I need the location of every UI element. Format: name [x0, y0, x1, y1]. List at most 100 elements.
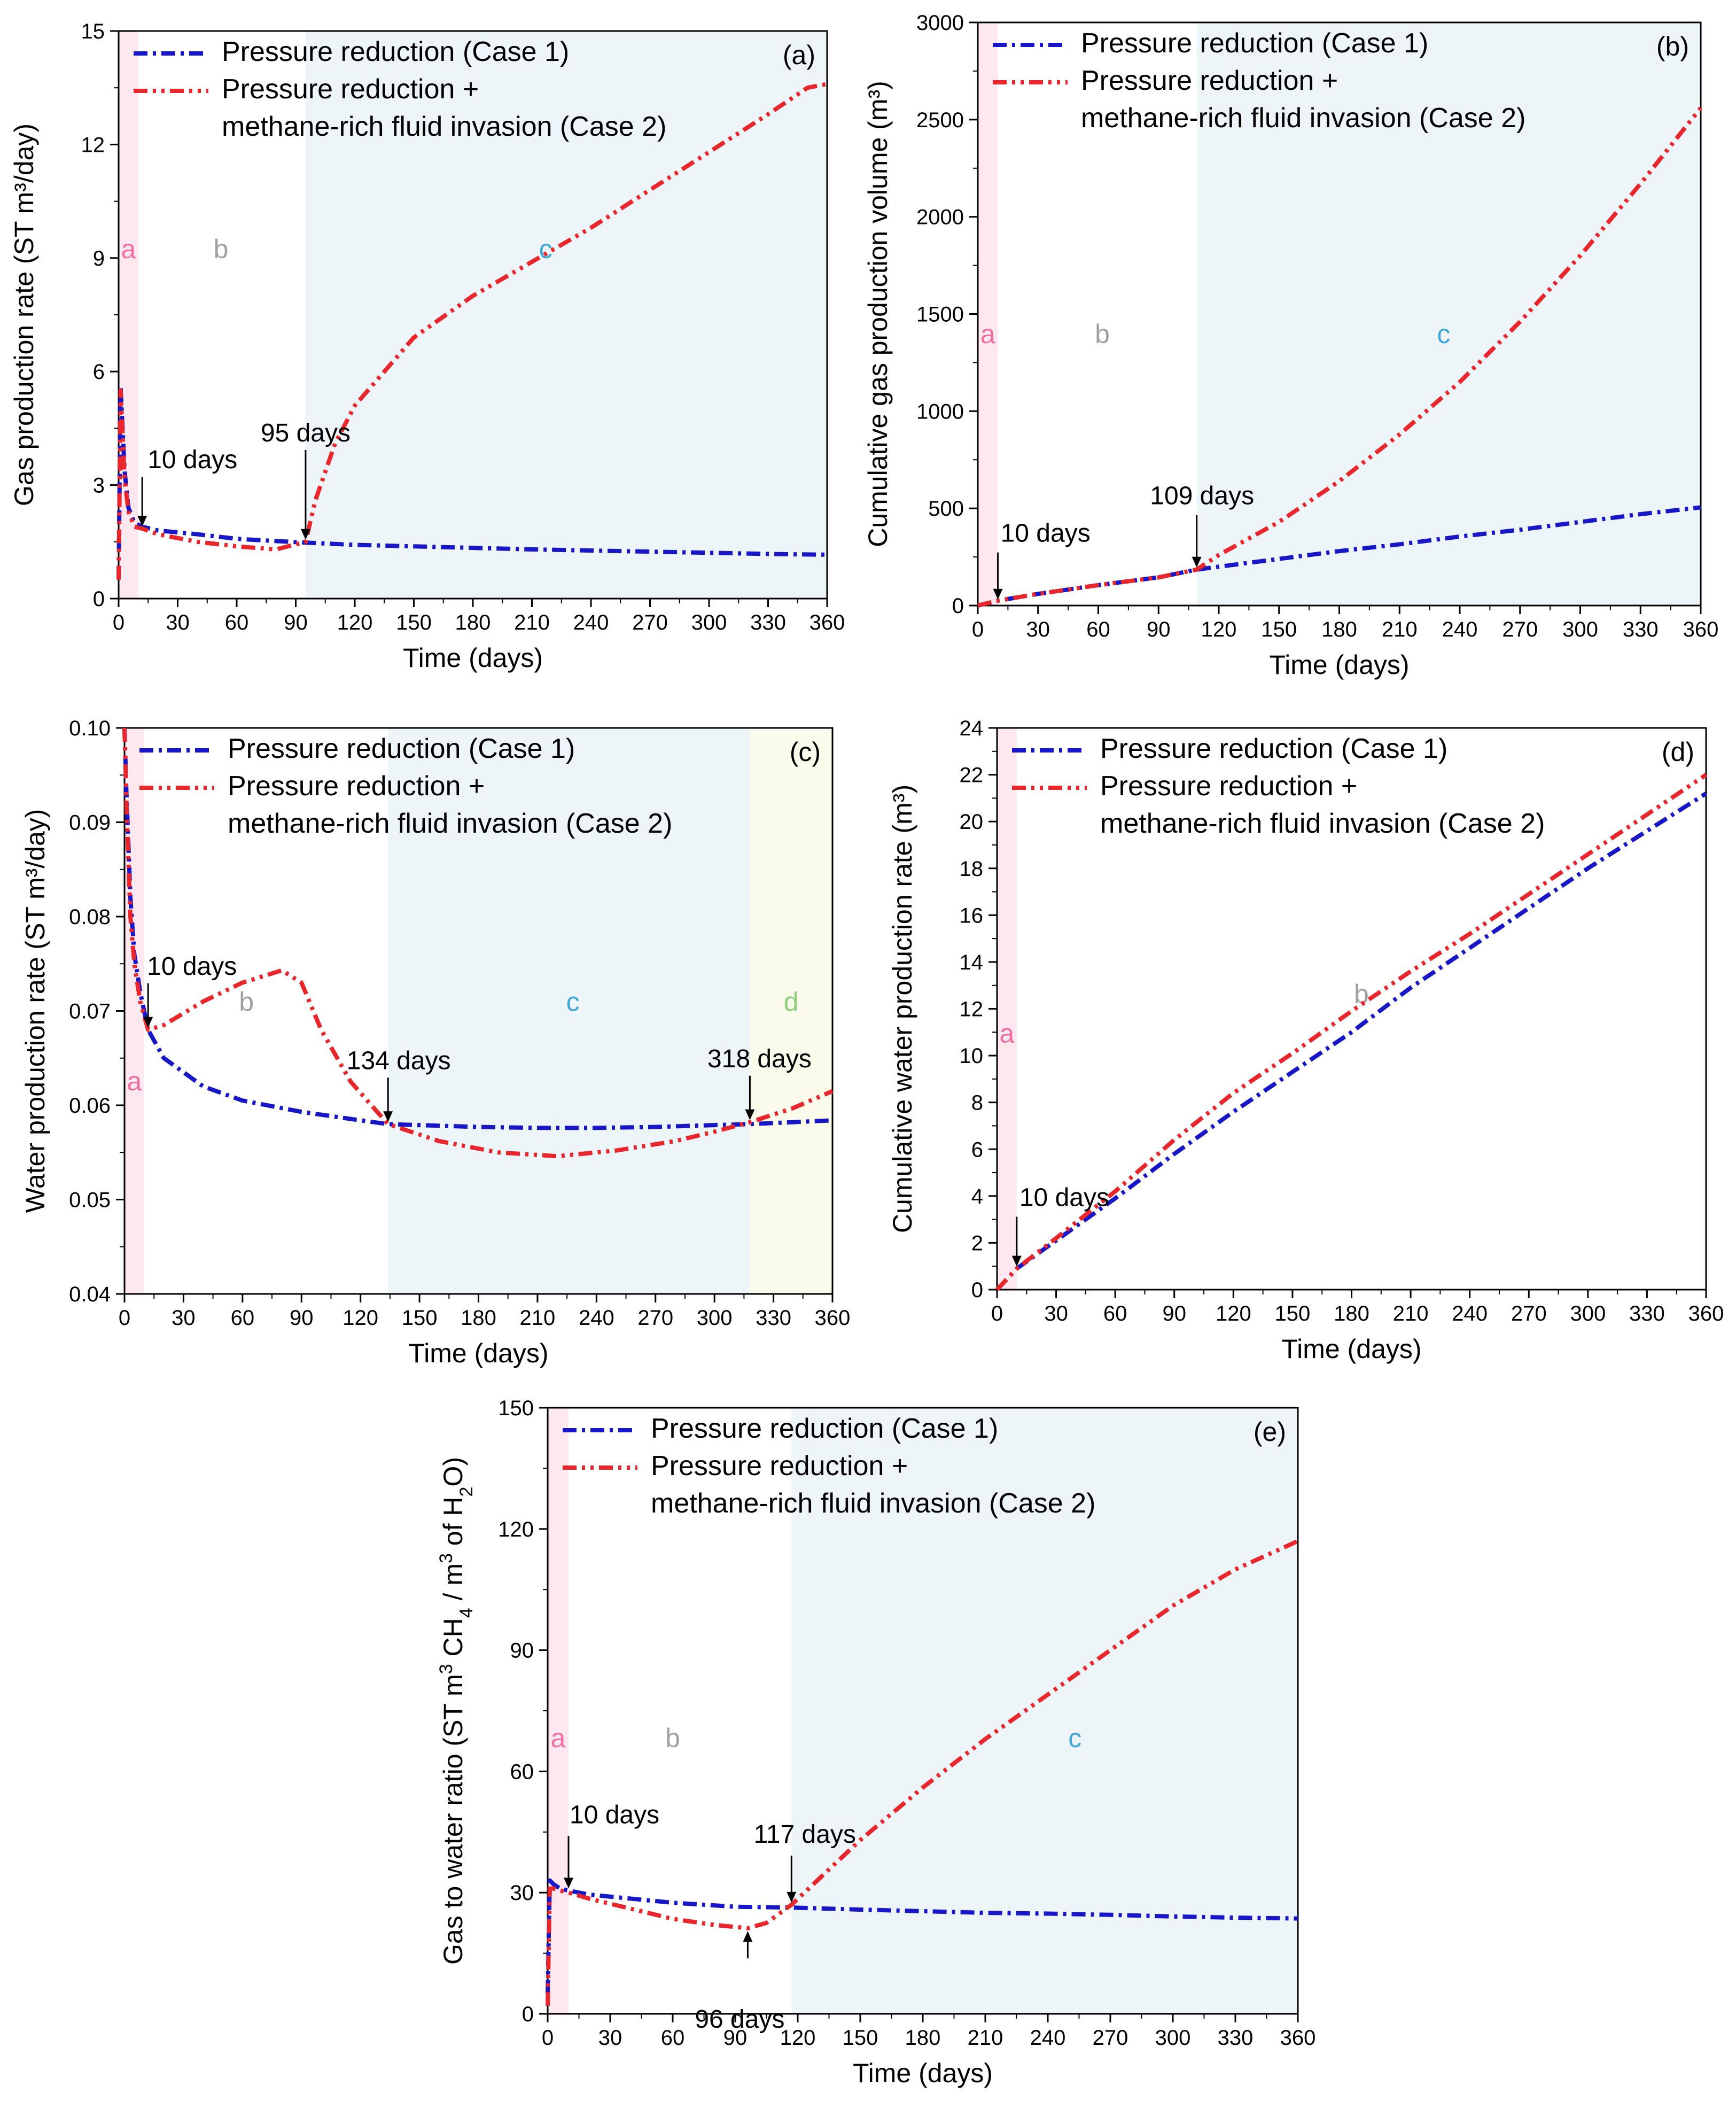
- x-tick-label: 180: [1334, 1302, 1369, 1325]
- y-tick-label: 90: [510, 1639, 534, 1663]
- x-tick-label: 0: [113, 611, 124, 634]
- x-tick-label: 180: [905, 2026, 941, 2050]
- panel-e: a b c0 30 60 90 120 150 180 210 240 270 300 330 360030…: [436, 1397, 1315, 2088]
- x-tick-label: 60: [1086, 618, 1110, 641]
- x-tick-label: 210: [1393, 1302, 1429, 1325]
- series-case1-line: [995, 792, 1708, 1291]
- x-tick-label: 330: [756, 1306, 791, 1330]
- region-c-label: c: [539, 234, 552, 264]
- region-b-label: b: [214, 234, 229, 264]
- annotation-arrow-head: [1011, 1255, 1022, 1267]
- series-case2-line: [546, 1539, 1299, 2006]
- x-tick-label: 240: [579, 1306, 614, 1330]
- legend: Pressure reduction (Case 1) Pressure redu…: [139, 733, 672, 839]
- y-tick-label: 500: [928, 497, 964, 521]
- x-tick-label: 30: [166, 611, 190, 634]
- annotation-arrow-head: [745, 1109, 755, 1120]
- y-axis-label-part: of H: [438, 1496, 468, 1553]
- y-axis-label-subscript: 4: [456, 1608, 477, 1618]
- x-tick-label: 180: [1321, 618, 1357, 641]
- y-tick-label: 0: [93, 587, 105, 611]
- panel-label: (a): [783, 40, 815, 70]
- y-tick-label: 30: [510, 1881, 534, 1905]
- region-a-label: a: [980, 319, 995, 349]
- y-tick-label: 18: [960, 857, 984, 881]
- x-axis-label: Time (days): [403, 643, 543, 673]
- y-axis-label-subscript: 2: [456, 1487, 477, 1497]
- x-tick-label: 90: [284, 611, 308, 634]
- x-tick-label: 0: [119, 1306, 130, 1330]
- region-c-shade: [388, 728, 750, 1294]
- x-tick-label: 90: [1147, 618, 1171, 641]
- x-tick-label: 30: [172, 1306, 196, 1330]
- y-axis-label-subscript: 3: [436, 1664, 456, 1674]
- y-axis-label-part: O): [438, 1457, 468, 1487]
- legend: Pressure reduction (Case 1) Pressure redu…: [563, 1413, 1095, 1519]
- x-tick-label: 60: [661, 2026, 685, 2050]
- region-d-shade: [750, 728, 832, 1294]
- y-tick-label: 0: [522, 2003, 534, 2026]
- y-tick-label: 0: [952, 594, 964, 618]
- region-a-label: a: [127, 1066, 142, 1096]
- y-tick-label: 0.09: [69, 811, 111, 835]
- y-tick-label: 0: [971, 1278, 983, 1302]
- panel-d: ab0 30 60 90 120 150 180 210 240 270 300 330 3600246…: [888, 717, 1724, 1364]
- y-tick-label: 1000: [916, 400, 964, 423]
- x-tick-label: 300: [1562, 618, 1598, 641]
- x-tick-label: 360: [809, 611, 845, 634]
- y-tick-label: 2500: [916, 108, 964, 132]
- y-tick-label: 12: [81, 133, 105, 157]
- y-axis-label: Cumulative water production rate (m³): [888, 785, 917, 1233]
- series-case2-line: [977, 106, 1703, 608]
- x-tick-label: 210: [514, 611, 550, 634]
- panel-label: (e): [1254, 1417, 1286, 1447]
- y-axis-label: Gas production rate (ST m³/day): [9, 123, 39, 506]
- panel-a: a b c 0 30 60 90 120 150 180 210 240 270 300 330 360 0 3 6…: [9, 20, 845, 673]
- x-tick-label: 120: [1201, 618, 1237, 641]
- y-axis-label: Gas to water ratio (ST m3 CH4 / m3 of H2…: [436, 1457, 477, 1965]
- x-tick-label: 150: [1275, 1302, 1311, 1325]
- legend-case1-label: Pressure reduction (Case 1): [651, 1413, 998, 1444]
- x-axis-label: Time (days): [1281, 1334, 1421, 1364]
- annotation-arrow-head: [743, 1931, 753, 1942]
- x-tick-label: 60: [225, 611, 249, 634]
- region-b-label: b: [665, 1723, 680, 1753]
- y-tick-label: 0.06: [69, 1094, 111, 1118]
- region-a-shade: [978, 22, 998, 606]
- y-tick-label: 6: [93, 360, 105, 384]
- y-tick-label: 0.04: [69, 1283, 111, 1306]
- annotation-label: 10 days: [1019, 1184, 1109, 1212]
- y-axis-label: Cumulative gas production volume (m³): [863, 81, 893, 547]
- legend-case1-label: Pressure reduction (Case 1): [228, 733, 575, 764]
- y-tick-label: 0.08: [69, 905, 111, 929]
- annotation-arrow-head: [787, 1891, 797, 1903]
- y-tick-label: 2: [971, 1231, 983, 1255]
- x-tick-label: 360: [1280, 2026, 1316, 2050]
- series-case1-line: [546, 1878, 1298, 1994]
- panel-label: (c): [790, 737, 821, 767]
- x-tick-label: 330: [750, 611, 786, 634]
- x-tick-label: 120: [1216, 1302, 1251, 1325]
- y-tick-label: 20: [960, 810, 984, 834]
- x-tick-label: 330: [1629, 1302, 1665, 1325]
- annotation-label: 318 days: [707, 1045, 812, 1073]
- legend-case1-label: Pressure reduction (Case 1): [1100, 733, 1447, 764]
- region-c-shade: [1196, 22, 1701, 606]
- legend: Pressure reduction (Case 1) Pressure redu…: [134, 36, 666, 142]
- region-d-label: d: [784, 987, 799, 1017]
- region-c-label: c: [1437, 319, 1450, 349]
- annotation-arrow-head: [383, 1111, 393, 1122]
- x-tick-label: 240: [573, 611, 609, 634]
- x-tick-label: 360: [815, 1306, 851, 1330]
- y-tick-label: 60: [510, 1760, 534, 1783]
- x-tick-label: 150: [396, 611, 432, 634]
- x-tick-label: 360: [1683, 618, 1719, 641]
- y-axis-label-part: Gas to water ratio (ST m: [438, 1674, 468, 1965]
- y-tick-label: 0.07: [69, 1000, 111, 1023]
- y-tick-label: 0.05: [69, 1189, 111, 1212]
- annotation-arrow-head: [993, 588, 1003, 600]
- annotation-arrow-head: [143, 1017, 153, 1028]
- annotation-label: 117 days: [754, 1820, 856, 1849]
- x-tick-label: 0: [991, 1302, 1003, 1325]
